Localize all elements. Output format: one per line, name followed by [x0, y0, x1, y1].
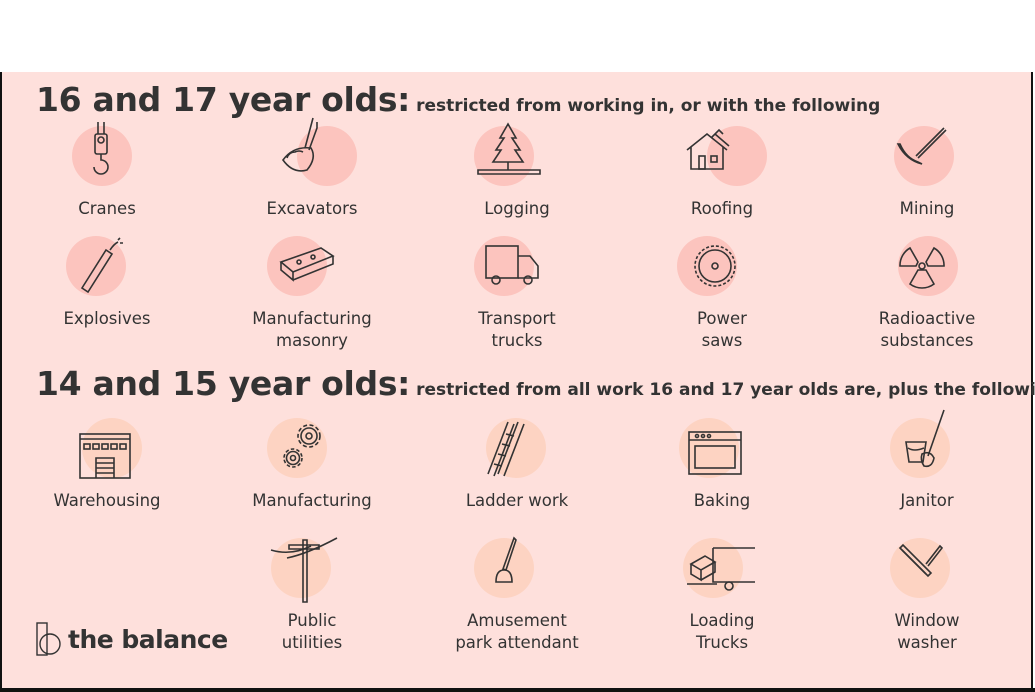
- item-amusement-park-attendant: Amusement park attendant: [417, 528, 617, 654]
- truck-icon: [485, 245, 539, 285]
- item-radioactive-substances: Radioactive substances: [827, 226, 1027, 352]
- item-ladder-work: Ladder work: [417, 408, 617, 512]
- bottom-border: [0, 688, 1035, 692]
- item-warehousing: Warehousing: [7, 408, 207, 512]
- item-manufacturing: Manufacturing: [212, 408, 412, 512]
- item-public-utilities: Public utilities: [212, 528, 412, 654]
- section-title: 14 and 15 year olds:: [36, 364, 411, 403]
- mop-bucket-icon: [905, 409, 945, 468]
- lever-icon: [495, 536, 517, 583]
- saw-blade-icon: [694, 245, 736, 287]
- item-cranes: Cranes: [7, 116, 207, 220]
- item-transport-trucks: Transport trucks: [417, 226, 617, 352]
- ladder-icon: [487, 421, 525, 477]
- oven-icon: [688, 431, 742, 475]
- gears-icon: [283, 424, 321, 468]
- dynamite-icon: [80, 237, 123, 294]
- tree-icon: [477, 122, 541, 175]
- brick-icon: [279, 247, 335, 282]
- item-manufacturing-masonry: Manufacturing masonry: [212, 226, 412, 352]
- item-excavators: Excavators: [212, 116, 412, 220]
- item-janitor: Janitor: [827, 408, 1027, 512]
- loading-truck-icon: [687, 547, 755, 591]
- crane-hook-icon: [93, 122, 109, 175]
- item-logging: Logging: [417, 116, 617, 220]
- item-window-washer: Window washer: [827, 528, 1027, 654]
- item-power-saws: Power saws: [622, 226, 822, 352]
- section-heading-14-15: 14 and 15 year olds: restricted from all …: [36, 364, 1035, 403]
- pickaxe-icon: [896, 127, 947, 165]
- excavator-bucket-icon: [282, 117, 318, 172]
- warehouse-icon: [79, 433, 131, 479]
- the-balance-logo: the balance: [36, 622, 228, 656]
- item-roofing: Roofing: [622, 116, 822, 220]
- section-subtitle: restricted from all work 16 and 17 year …: [416, 380, 1035, 400]
- section-heading-16-17: 16 and 17 year olds: restricted from work…: [36, 80, 880, 119]
- item-loading-trucks: Loading Trucks: [622, 528, 822, 654]
- item-explosives: Explosives: [7, 226, 207, 330]
- item-baking: Baking: [622, 408, 822, 512]
- logo-mark-icon: [36, 622, 61, 656]
- item-mining: Mining: [827, 116, 1027, 220]
- squeegee-icon: [898, 543, 944, 578]
- radiation-icon: [899, 246, 945, 289]
- section-subtitle: restricted from working in, or with the …: [416, 96, 881, 116]
- house-hammer-icon: [686, 128, 730, 170]
- utility-pole-icon: [270, 537, 338, 603]
- section-title: 16 and 17 year olds:: [36, 80, 411, 119]
